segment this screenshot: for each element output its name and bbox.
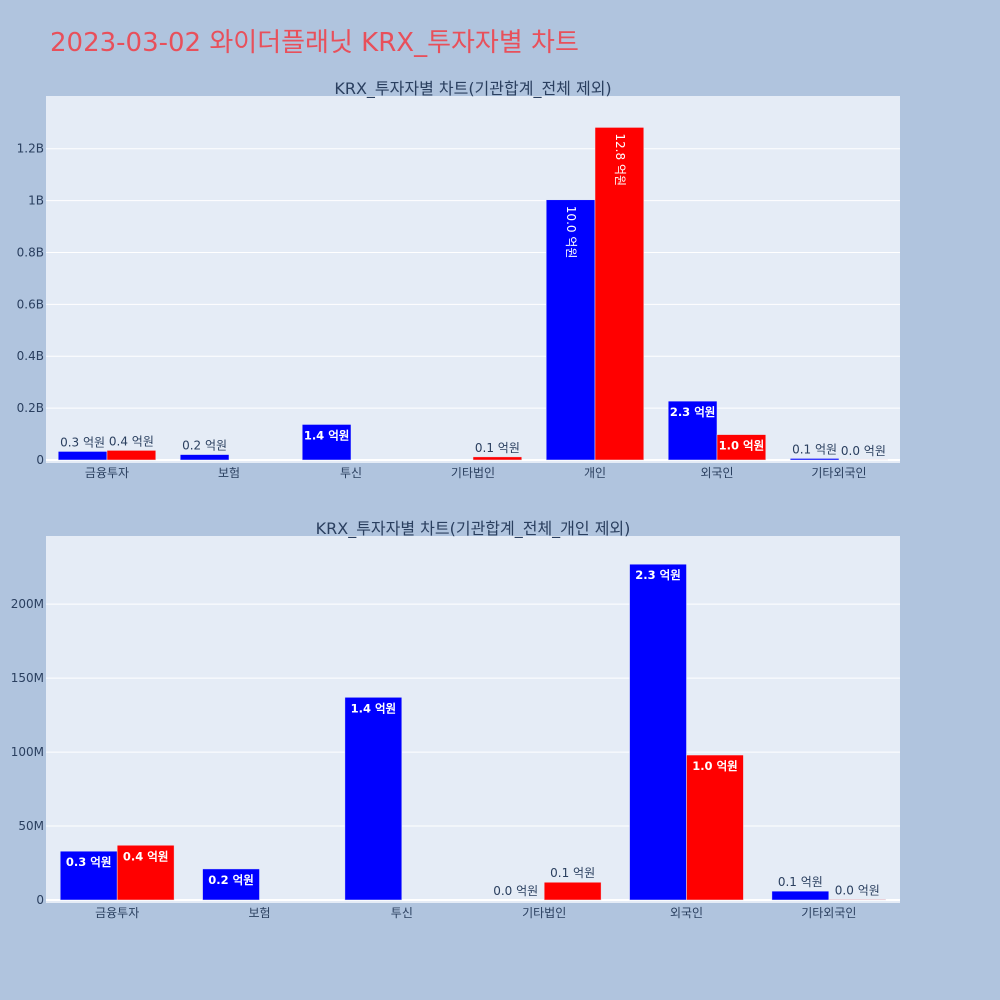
x-tick-label: 기타외국인 [811,466,866,480]
chart-title: KRX_투자자별 차트(기관합계_전체 제외) [334,79,611,99]
chart-1: 0 0.2B 0.4B 0.6B 0.8B 1B 1.2B KRX_투자자별 차트(기관합계_… [17,79,900,480]
data-label: 1.4 억원 [304,428,350,442]
bar [57,451,108,461]
bar [594,127,645,461]
chart-title: KRX_투자자별 차트(기관합계_전체_개인 제외) [316,519,631,539]
x-tick-label: 금융투자 [95,906,139,920]
x-tick-label: 금융투자 [85,466,129,480]
y-tick-label: 0 [36,453,44,467]
data-label: 0.1 억원 [550,866,595,880]
x-tick-label: 기타법인 [522,906,566,920]
data-label: 12.8 억원 [613,133,627,186]
bar [106,450,157,461]
y-tick-label: 1.2B [17,142,44,156]
bar [301,424,352,461]
data-label: 0.3 억원 [60,435,105,449]
data-label: 0.0 억원 [841,444,886,458]
bar [202,868,260,901]
data-label: 0.4 억원 [109,434,154,448]
plot-area [46,536,900,903]
bar [716,434,767,461]
x-tick-label: 외국인 [670,906,703,920]
x-tick-label: 투신 [340,466,362,480]
bar [543,881,602,901]
data-label: 0.2 억원 [182,439,227,453]
data-label: 0.1 억원 [475,441,520,455]
x-tick-label: 보험 [248,906,270,920]
y-tick-label: 0.8B [17,245,44,259]
bar [59,850,118,901]
data-label: 2.3 억원 [670,405,716,419]
data-label: 0.1 억원 [778,875,823,889]
x-tick-label: 보험 [218,466,240,480]
data-label: 1.0 억원 [719,439,765,453]
data-label: 0.1 억원 [792,442,837,456]
y-tick-label: 100M [11,745,44,759]
plot-area [46,96,900,463]
bar [629,563,687,901]
data-label: 1.0 억원 [692,759,738,773]
data-label: 0.3 억원 [66,855,112,869]
data-label: 0.0 억원 [493,884,538,898]
x-tick-label: 개인 [584,466,606,480]
bar [116,845,175,901]
bar [472,456,523,461]
chart-2: 0 50M 100M 150M 200M KRX_투자자별 차트(기관합계_전체_개인 제… [11,519,900,920]
x-tick-label: 투신 [391,906,413,920]
x-tick-label: 기타법인 [451,466,495,480]
data-label: 0.4 억원 [123,849,169,863]
data-label: 0.0 억원 [835,883,880,897]
data-label: 2.3 억원 [635,568,681,582]
y-tick-label: 0.6B [17,297,44,311]
bar [789,458,840,461]
y-tick-label: 200M [11,597,44,611]
bar [179,454,230,461]
data-label: 10.0 억원 [564,206,578,259]
bar [828,899,887,901]
y-tick-label: 50M [18,819,44,833]
bar [686,754,744,901]
y-tick-label: 0.4B [17,349,44,363]
y-tick-label: 1B [28,194,44,208]
y-tick-label: 0 [36,893,44,907]
page-title: 2023-03-02 와이더플래닛 KRX_투자자별 차트 [50,28,579,58]
bar [667,400,718,461]
data-label: 1.4 억원 [351,701,397,715]
x-tick-label: 외국인 [700,466,733,480]
bar [771,890,830,901]
x-tick-label: 기타외국인 [801,906,856,920]
y-tick-label: 0.2B [17,401,44,415]
y-tick-label: 150M [11,671,44,685]
bar [344,697,403,901]
data-label: 0.2 억원 [208,873,254,887]
bar [545,199,596,461]
